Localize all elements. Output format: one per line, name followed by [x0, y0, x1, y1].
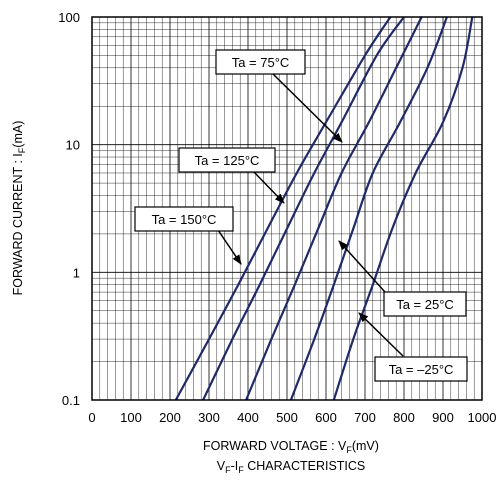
y-tick-label: 10 — [66, 138, 80, 153]
x-tick-label: 0 — [88, 410, 95, 425]
annotation-0: Ta = 75°C — [215, 49, 343, 143]
y-tick-label: 100 — [58, 10, 80, 25]
x-tick-label: 500 — [276, 410, 298, 425]
y-tick-label: 1 — [73, 265, 80, 280]
series-line-2 — [245, 16, 423, 401]
series-line-4 — [332, 16, 474, 401]
chart-caption: VF-IF CHARACTERISTICS — [217, 459, 366, 475]
annotation-arrow — [252, 170, 285, 204]
x-tick-label: 700 — [354, 410, 376, 425]
annotation-box — [215, 49, 306, 75]
annotation-2: Ta = 150°C — [134, 206, 242, 265]
annotation-box — [383, 291, 467, 317]
annotation-arrow — [217, 229, 242, 265]
y-axis-title: FORWARD CURRENT : IF(mA) — [11, 121, 27, 296]
y-tick-label: 0.1 — [62, 393, 80, 408]
annotation-1: Ta = 125°C — [178, 147, 285, 204]
x-tick-label: 200 — [159, 410, 181, 425]
annotation-label: Ta = 25°C — [396, 297, 454, 312]
series-line-3 — [289, 16, 448, 401]
annotation-box — [374, 356, 468, 382]
x-tick-label: 1000 — [468, 410, 497, 425]
annotation-label: Ta = 125°C — [195, 153, 260, 168]
annotation-3: Ta = 25°C — [338, 240, 467, 317]
annotation-arrow — [358, 312, 404, 357]
x-tick-label: 900 — [432, 410, 454, 425]
tick-labels: 0 100 200 300 400 500 600 700 800 900 1000 0.1 1 10 10… — [58, 10, 496, 425]
x-tick-label: 300 — [198, 410, 220, 425]
annotation-box — [134, 206, 234, 232]
annotation-box — [178, 147, 276, 173]
x-axis-title: FORWARD VOLTAGE : VF(mV) — [203, 439, 379, 455]
annotations: Ta = 75°C Ta = 125°C Ta = 150°C Ta = 25°C Ta… — [134, 49, 468, 382]
plot-frame — [91, 16, 483, 401]
series-curves — [174, 16, 474, 401]
annotation-label: Ta = –25°C — [389, 362, 454, 377]
annotation-arrow — [271, 72, 343, 143]
annotation-4: Ta = –25°C — [358, 312, 468, 382]
x-tick-label: 800 — [393, 410, 415, 425]
x-tick-label: 100 — [120, 410, 142, 425]
annotation-label: Ta = 75°C — [232, 55, 290, 70]
x-tick-label: 600 — [315, 410, 337, 425]
x-tick-label: 400 — [237, 410, 259, 425]
series-line-1 — [202, 16, 405, 401]
annotation-label: Ta = 150°C — [152, 212, 217, 227]
